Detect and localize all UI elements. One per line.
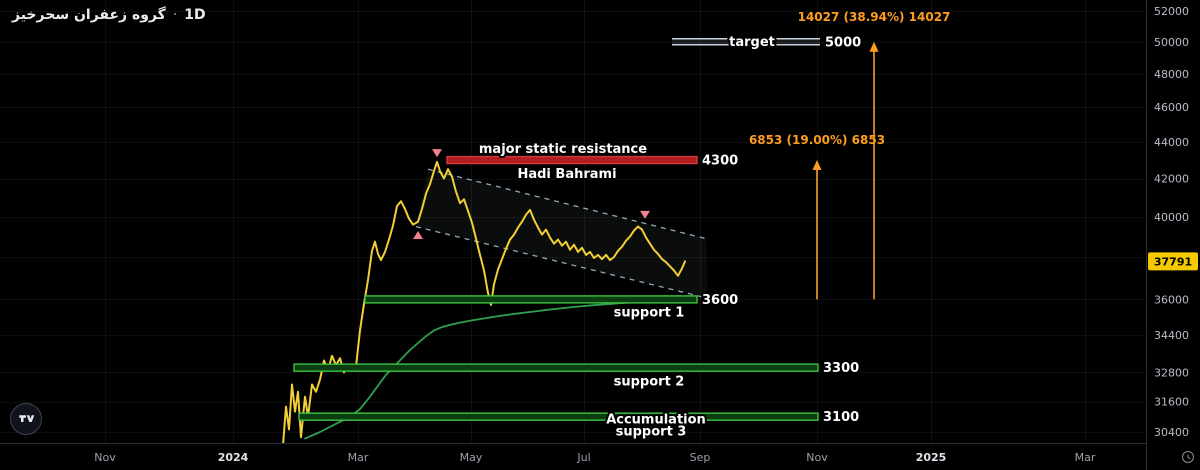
x-axis-label[interactable]: May xyxy=(460,451,483,464)
arrow-measure-label: 6853 (19.00%) 6853 xyxy=(749,133,885,147)
measure-arrow-2[interactable]: 14027 (38.94%) 14027 xyxy=(796,8,952,300)
level-price-label: 5000 xyxy=(825,35,861,50)
x-axis-label[interactable]: Jul xyxy=(576,451,590,464)
arrow-head-icon xyxy=(869,41,879,52)
signal-down-marker-icon xyxy=(640,210,650,219)
symbol-title: گروه زعفران سحرخیز · 1D xyxy=(12,7,206,23)
symbol-name[interactable]: گروه زعفران سحرخیز xyxy=(12,7,166,23)
y-axis-label[interactable]: 46000 xyxy=(1154,101,1189,114)
trendline-lower-wedge[interactable] xyxy=(415,225,709,299)
y-axis-label[interactable]: 52000 xyxy=(1154,5,1189,18)
y-axis-label[interactable]: 42000 xyxy=(1154,173,1189,186)
level-support2[interactable]: 3300 support 2 xyxy=(293,359,861,392)
tradingview-logo-icon xyxy=(19,415,35,422)
y-axis-label[interactable]: 44000 xyxy=(1154,136,1189,149)
measure-arrow-1[interactable]: 6853 (19.00%) 6853 xyxy=(747,132,887,300)
signal-down-marker-icon xyxy=(432,149,442,158)
level-band[interactable] xyxy=(298,412,819,421)
x-axis-label[interactable]: 2025 xyxy=(916,451,947,464)
last-price-badge xyxy=(1148,252,1198,271)
timezone-clock-icon[interactable] xyxy=(1181,450,1195,464)
level-price-label: 3300 xyxy=(823,361,859,376)
signal-up-marker-icon xyxy=(413,231,423,240)
y-axis-label[interactable]: 40000 xyxy=(1154,211,1189,224)
y-axis-label[interactable]: 32800 xyxy=(1154,366,1189,379)
level-label: support 1 xyxy=(614,305,685,320)
level-label: target xyxy=(729,35,775,50)
level-price-label: 3600 xyxy=(702,293,738,308)
price-axis-panel[interactable] xyxy=(1146,0,1200,470)
x-axis-label[interactable]: Nov xyxy=(94,451,116,464)
ma-line-series[interactable] xyxy=(304,298,686,440)
clock-hands xyxy=(1187,454,1191,460)
level-price-label: 4300 xyxy=(702,154,738,169)
y-axis-label[interactable]: 36000 xyxy=(1154,293,1189,306)
level-fill xyxy=(672,38,820,45)
x-axis-label[interactable]: Sep xyxy=(690,451,711,464)
arrow-head-icon xyxy=(812,160,822,171)
timeframe-label[interactable]: 1D xyxy=(184,7,206,23)
tradingview-logo[interactable] xyxy=(10,403,42,435)
title-separator: · xyxy=(172,7,178,23)
trendline-upper-wedge[interactable] xyxy=(427,168,707,240)
y-axis-label[interactable]: 48000 xyxy=(1154,68,1189,81)
wedge-fill xyxy=(416,169,708,299)
x-axis-label[interactable]: Nov xyxy=(806,451,828,464)
level-label: Hadi Bahrami xyxy=(517,167,616,182)
arrow-measure-label: 14027 (38.94%) 14027 xyxy=(798,10,951,24)
level-band[interactable] xyxy=(446,155,698,165)
level-band[interactable] xyxy=(293,363,819,372)
level-label: Accumulation xyxy=(606,413,706,428)
time-axis-panel[interactable] xyxy=(0,443,1200,470)
clock-face xyxy=(1181,450,1195,464)
level-label: support 3 xyxy=(616,425,687,440)
level-label: support 2 xyxy=(614,375,685,390)
level-price-label: 3100 xyxy=(823,410,859,425)
level-label: major static resistance xyxy=(479,142,647,157)
y-axis-label[interactable]: 50000 xyxy=(1154,36,1189,49)
y-axis-label[interactable]: 31600 xyxy=(1154,396,1189,409)
level-resistance[interactable]: 4300 major static resistance Hadi Bahrami xyxy=(446,140,740,184)
x-axis-label[interactable]: Mar xyxy=(1075,451,1096,464)
level-target[interactable]: 5000 target xyxy=(672,33,863,52)
x-axis-label[interactable]: Mar xyxy=(348,451,369,464)
y-axis-label[interactable]: 34400 xyxy=(1154,329,1189,342)
x-axis-label[interactable]: 2024 xyxy=(218,451,249,464)
level-band[interactable] xyxy=(364,295,698,304)
level-support1[interactable]: 3600 support 1 xyxy=(364,291,740,322)
last-price-value: 37791 xyxy=(1154,255,1192,268)
y-axis-label[interactable]: 30400 xyxy=(1154,426,1189,439)
